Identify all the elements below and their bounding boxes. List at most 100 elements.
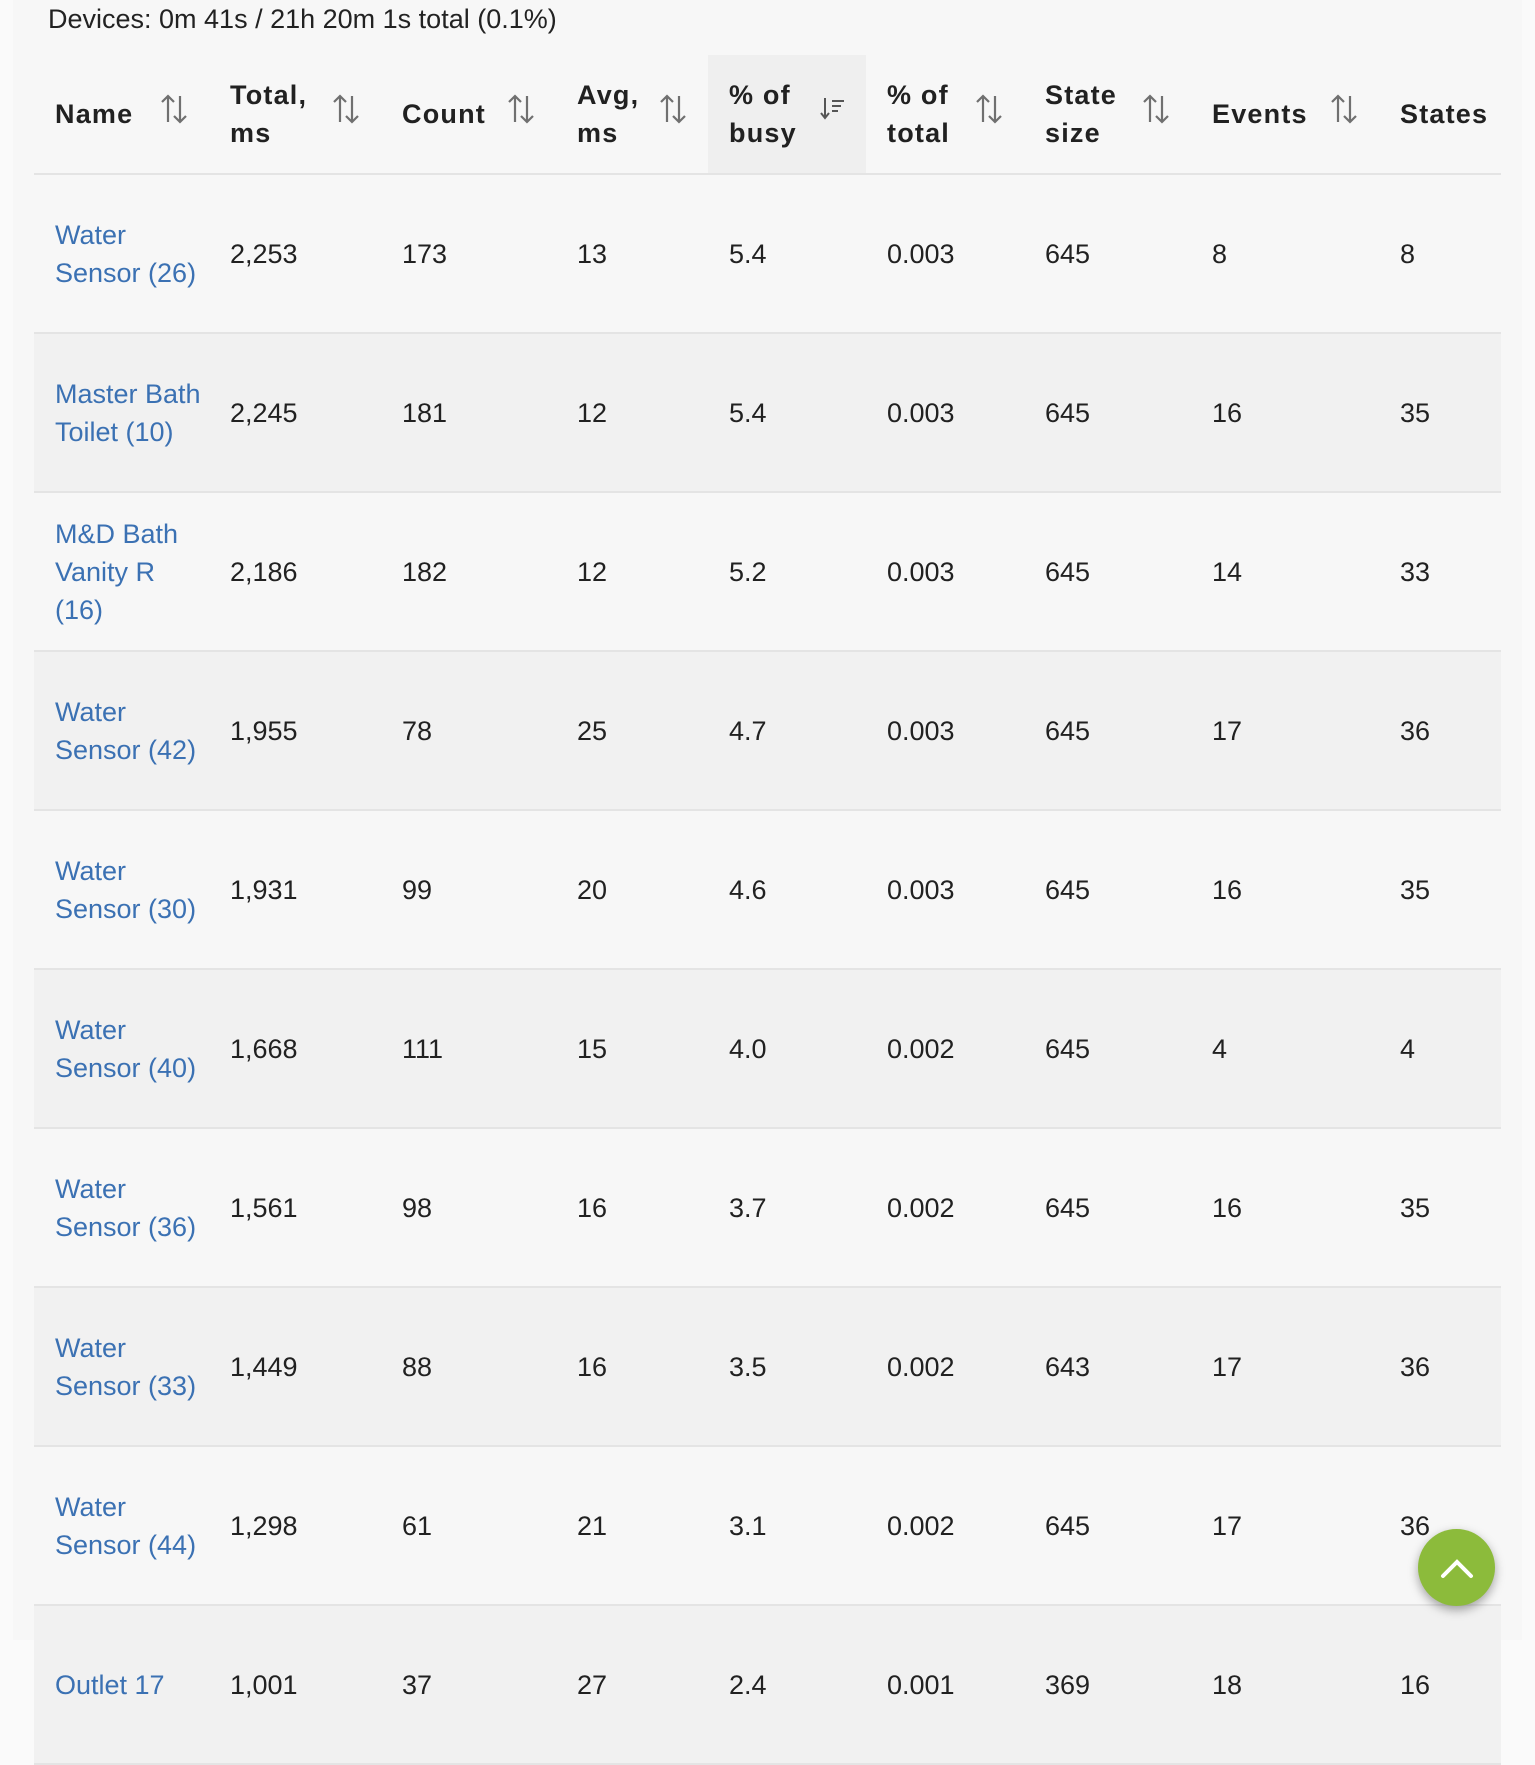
column-label: Total, ms bbox=[230, 80, 308, 148]
cell-name: Outlet 17 bbox=[34, 1605, 209, 1765]
cell--of-total: 0.001 bbox=[866, 1605, 1024, 1765]
device-link[interactable]: M&D Bath Vanity R (16) bbox=[55, 518, 179, 625]
cell-count: 111 bbox=[381, 969, 556, 1129]
column-header-name[interactable]: Name bbox=[34, 55, 209, 175]
column-label: Count bbox=[402, 99, 486, 129]
cell-name: Water Sensor (33) bbox=[34, 1287, 209, 1447]
cell-count: 78 bbox=[381, 651, 556, 811]
column-label: States bbox=[1400, 99, 1489, 129]
column-label: % of busy bbox=[729, 80, 797, 148]
cell-name: Water Sensor (36) bbox=[34, 1128, 209, 1288]
cell-states: 35 bbox=[1379, 810, 1501, 970]
column-header--of-total[interactable]: % of total bbox=[866, 55, 1024, 175]
cell-avg-ms: 13 bbox=[556, 174, 708, 334]
table-row: Water Sensor (44) 1,298 61 21 3.1 0.002 645 17 3… bbox=[34, 1446, 1501, 1606]
cell-state-size: 645 bbox=[1024, 333, 1191, 493]
cell-avg-ms: 27 bbox=[556, 1605, 708, 1765]
cell-total-ms: 1,449 bbox=[209, 1287, 381, 1447]
sort-unsorted-icon[interactable] bbox=[1141, 93, 1171, 135]
column-header-total-ms[interactable]: Total, ms bbox=[209, 55, 381, 175]
column-header-state-size[interactable]: State size bbox=[1024, 55, 1191, 175]
table-row: Water Sensor (26) 2,253 173 13 5.4 0.003 645 8 8 bbox=[34, 174, 1501, 334]
cell-events: 16 bbox=[1191, 810, 1379, 970]
cell--of-busy: 3.1 bbox=[708, 1446, 866, 1606]
cell--of-total: 0.003 bbox=[866, 651, 1024, 811]
device-link[interactable]: Water Sensor (42) bbox=[55, 696, 197, 765]
cell-events: 8 bbox=[1191, 174, 1379, 334]
sort-unsorted-icon[interactable] bbox=[1329, 93, 1359, 135]
sort-descending-icon[interactable] bbox=[818, 95, 846, 133]
device-link[interactable]: Water Sensor (40) bbox=[55, 1014, 197, 1083]
cell--of-total: 0.003 bbox=[866, 810, 1024, 970]
sort-unsorted-icon[interactable] bbox=[974, 93, 1004, 135]
device-link[interactable]: Water Sensor (33) bbox=[55, 1332, 197, 1401]
cell--of-busy: 3.7 bbox=[708, 1128, 866, 1288]
cell-events: 16 bbox=[1191, 1128, 1379, 1288]
devices-stats-table: Name Total, ms Count Avg, ms % of busy % of t… bbox=[34, 55, 1501, 1765]
cell-state-size: 645 bbox=[1024, 1446, 1191, 1606]
cell-count: 61 bbox=[381, 1446, 556, 1606]
column-label: Name bbox=[55, 99, 134, 129]
cell--of-total: 0.003 bbox=[866, 174, 1024, 334]
cell-state-size: 645 bbox=[1024, 1128, 1191, 1288]
cell--of-busy: 2.4 bbox=[708, 1605, 866, 1765]
cell-avg-ms: 21 bbox=[556, 1446, 708, 1606]
cell-avg-ms: 20 bbox=[556, 810, 708, 970]
cell-events: 18 bbox=[1191, 1605, 1379, 1765]
cell--of-busy: 5.2 bbox=[708, 492, 866, 652]
sort-unsorted-icon[interactable] bbox=[658, 93, 688, 135]
table-row: Water Sensor (33) 1,449 88 16 3.5 0.002 643 17 3… bbox=[34, 1287, 1501, 1447]
cell--of-total: 0.002 bbox=[866, 1128, 1024, 1288]
device-link[interactable]: Water Sensor (44) bbox=[55, 1491, 197, 1560]
cell-states: 33 bbox=[1379, 492, 1501, 652]
cell-events: 17 bbox=[1191, 1446, 1379, 1606]
cell-state-size: 645 bbox=[1024, 810, 1191, 970]
scroll-to-top-button[interactable] bbox=[1418, 1529, 1495, 1606]
cell--of-busy: 4.0 bbox=[708, 969, 866, 1129]
cell-total-ms: 2,253 bbox=[209, 174, 381, 334]
cell-states: 16 bbox=[1379, 1605, 1501, 1765]
cell-state-size: 645 bbox=[1024, 969, 1191, 1129]
column-header-events[interactable]: Events bbox=[1191, 55, 1379, 175]
cell-total-ms: 1,298 bbox=[209, 1446, 381, 1606]
cell-states: 8 bbox=[1379, 174, 1501, 334]
cell--of-total: 0.002 bbox=[866, 969, 1024, 1129]
cell-total-ms: 2,186 bbox=[209, 492, 381, 652]
cell-name: Water Sensor (44) bbox=[34, 1446, 209, 1606]
device-link[interactable]: Water Sensor (30) bbox=[55, 855, 197, 924]
cell--of-busy: 4.6 bbox=[708, 810, 866, 970]
table-row: Water Sensor (40) 1,668 111 15 4.0 0.002 645 4 4 bbox=[34, 969, 1501, 1129]
cell--of-total: 0.002 bbox=[866, 1446, 1024, 1606]
column-header-count[interactable]: Count bbox=[381, 55, 556, 175]
cell-state-size: 645 bbox=[1024, 174, 1191, 334]
column-header-avg-ms[interactable]: Avg, ms bbox=[556, 55, 708, 175]
sort-unsorted-icon[interactable] bbox=[331, 93, 361, 135]
sort-unsorted-icon[interactable] bbox=[159, 93, 189, 135]
device-link[interactable]: Water Sensor (26) bbox=[55, 219, 197, 288]
table-row: Master Bath Toilet (10) 2,245 181 12 5.4 0.00… bbox=[34, 333, 1501, 493]
cell-total-ms: 1,955 bbox=[209, 651, 381, 811]
cell-total-ms: 1,561 bbox=[209, 1128, 381, 1288]
cell--of-busy: 4.7 bbox=[708, 651, 866, 811]
cell-avg-ms: 25 bbox=[556, 651, 708, 811]
cell-count: 173 bbox=[381, 174, 556, 334]
cell-state-size: 645 bbox=[1024, 651, 1191, 811]
sort-unsorted-icon[interactable] bbox=[506, 93, 536, 135]
cell-avg-ms: 16 bbox=[556, 1287, 708, 1447]
column-header-states[interactable]: States bbox=[1379, 55, 1501, 175]
column-label: Events bbox=[1212, 99, 1308, 129]
table-row: Water Sensor (42) 1,955 78 25 4.7 0.003 645 17 3… bbox=[34, 651, 1501, 811]
cell-name: M&D Bath Vanity R (16) bbox=[34, 492, 209, 652]
column-label: % of total bbox=[887, 80, 950, 148]
cell-events: 17 bbox=[1191, 651, 1379, 811]
column-header--of-busy[interactable]: % of busy bbox=[708, 55, 866, 175]
device-link[interactable]: Master Bath Toilet (10) bbox=[55, 378, 201, 447]
cell-state-size: 369 bbox=[1024, 1605, 1191, 1765]
devices-summary: Devices: 0m 41s / 21h 20m 1s total (0.1%… bbox=[48, 4, 557, 34]
device-link[interactable]: Outlet 17 bbox=[55, 1669, 165, 1700]
device-link[interactable]: Water Sensor (36) bbox=[55, 1173, 197, 1242]
chevron-up-icon bbox=[1440, 1558, 1473, 1578]
table-row: Water Sensor (30) 1,931 99 20 4.6 0.003 645 16 3… bbox=[34, 810, 1501, 970]
cell-states: 36 bbox=[1379, 1287, 1501, 1447]
cell-states: 35 bbox=[1379, 333, 1501, 493]
